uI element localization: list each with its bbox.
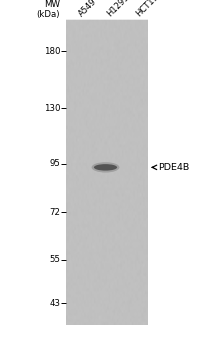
Ellipse shape bbox=[94, 164, 117, 171]
Text: PDE4B: PDE4B bbox=[158, 163, 189, 172]
Text: MW
(kDa): MW (kDa) bbox=[37, 0, 60, 19]
Text: A549: A549 bbox=[77, 0, 99, 18]
Text: 130: 130 bbox=[44, 104, 60, 113]
Text: 180: 180 bbox=[44, 47, 60, 56]
Text: 95: 95 bbox=[49, 159, 60, 168]
Text: 55: 55 bbox=[49, 255, 60, 264]
Text: 43: 43 bbox=[49, 299, 60, 308]
Ellipse shape bbox=[92, 162, 119, 173]
Text: HCT116: HCT116 bbox=[134, 0, 164, 18]
Text: 72: 72 bbox=[49, 208, 60, 217]
Text: H1299: H1299 bbox=[106, 0, 131, 18]
Bar bbox=[66, 20, 148, 325]
